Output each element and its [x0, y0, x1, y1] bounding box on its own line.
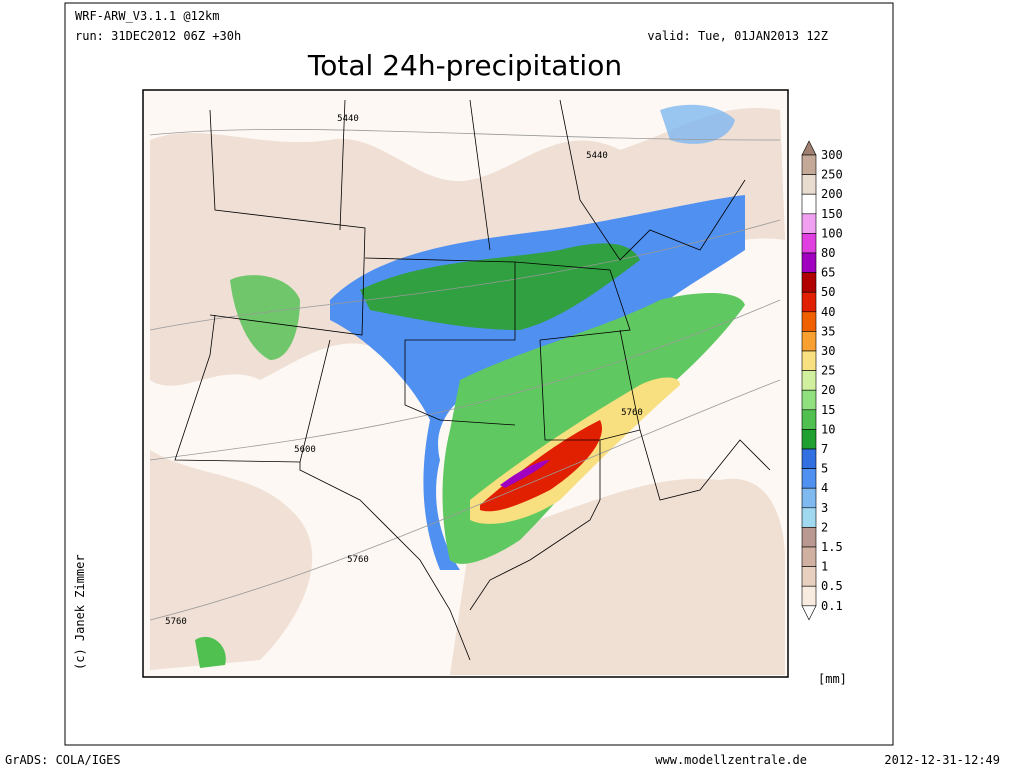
colorbar-label: 100: [821, 226, 843, 240]
colorbar-box: [801, 566, 817, 587]
colorbar-label: 3: [821, 501, 828, 515]
colorbar-box: [801, 213, 817, 234]
colorbar-box: [801, 193, 817, 215]
colorbar-label: 1: [821, 560, 828, 574]
colorbar-label: 50: [821, 285, 835, 299]
colorbar-label: 7: [821, 442, 828, 456]
colorbar-label: 4: [821, 481, 828, 495]
colorbar-label: 0.5: [821, 579, 843, 593]
colorbar-box: [801, 272, 817, 293]
colorbar-box: [801, 487, 817, 509]
colorbar-label: 20: [821, 383, 835, 397]
colorbar-label: 80: [821, 246, 835, 260]
valid-label: valid: Tue, 01JAN2013 12Z: [647, 29, 828, 43]
colorbar-box: [801, 331, 817, 352]
model-label: WRF-ARW_V3.1.1 @12km: [75, 9, 220, 23]
colorbar-label: 250: [821, 168, 843, 182]
title: Total 24h-precipitation: [307, 49, 622, 82]
credit: (c) Janek Zimmer: [73, 554, 87, 670]
frame: [64, 2, 894, 746]
run-label: run: 31DEC2012 06Z +30h: [75, 29, 241, 43]
contour-label: 5760: [347, 555, 369, 565]
colorbar-box: [801, 527, 817, 548]
colorbar-label: 200: [821, 187, 843, 201]
colorbar-label: 40: [821, 305, 835, 319]
contour-label: 5760: [165, 617, 187, 627]
contour-label: 5440: [586, 151, 608, 161]
footer-left: GrADS: COLA/IGES: [5, 753, 121, 767]
colorbar-box: [801, 311, 817, 332]
colorbar-label: 25: [821, 364, 835, 378]
colorbar-box: [801, 252, 817, 273]
colorbar-box: [801, 174, 817, 195]
footer-center: www.modellzentrale.de: [655, 753, 807, 767]
colorbar-arrow: [801, 605, 817, 621]
colorbar-label: 150: [821, 207, 843, 221]
colorbar-label: 30: [821, 344, 835, 358]
colorbar-label: 5: [821, 462, 828, 476]
colorbar-box: [801, 233, 817, 254]
footer-right: 2012-12-31-12:49: [884, 753, 1000, 767]
colorbar-box: [801, 507, 817, 528]
colorbar-box: [801, 370, 817, 391]
contour-label: 5600: [294, 445, 316, 455]
colorbar-box: [801, 429, 817, 450]
colorbar-box: [801, 154, 817, 175]
colorbar-box: [801, 389, 817, 411]
colorbar-box: [801, 448, 817, 469]
contour-label: 5760: [621, 408, 643, 418]
colorbar-label: 15: [821, 403, 835, 417]
colorbar-label: 2: [821, 520, 828, 534]
colorbar-label: 300: [821, 148, 843, 162]
colorbar-box: [801, 409, 817, 430]
colorbar-label: 1.5: [821, 540, 843, 554]
colorbar-label: 0.1: [821, 599, 843, 613]
unit-label: [mm]: [818, 672, 847, 686]
colorbar-label: 35: [821, 324, 835, 338]
colorbar-label: 10: [821, 422, 835, 436]
colorbar-box: [801, 350, 817, 371]
colorbar-box: [801, 546, 817, 567]
colorbar-label: 65: [821, 266, 835, 280]
map: [142, 89, 789, 678]
colorbar-box: [801, 291, 817, 313]
colorbar-arrow: [801, 140, 817, 156]
colorbar-box: [801, 585, 817, 607]
colorbar-box: [801, 468, 817, 489]
contour-label: 5440: [337, 114, 359, 124]
